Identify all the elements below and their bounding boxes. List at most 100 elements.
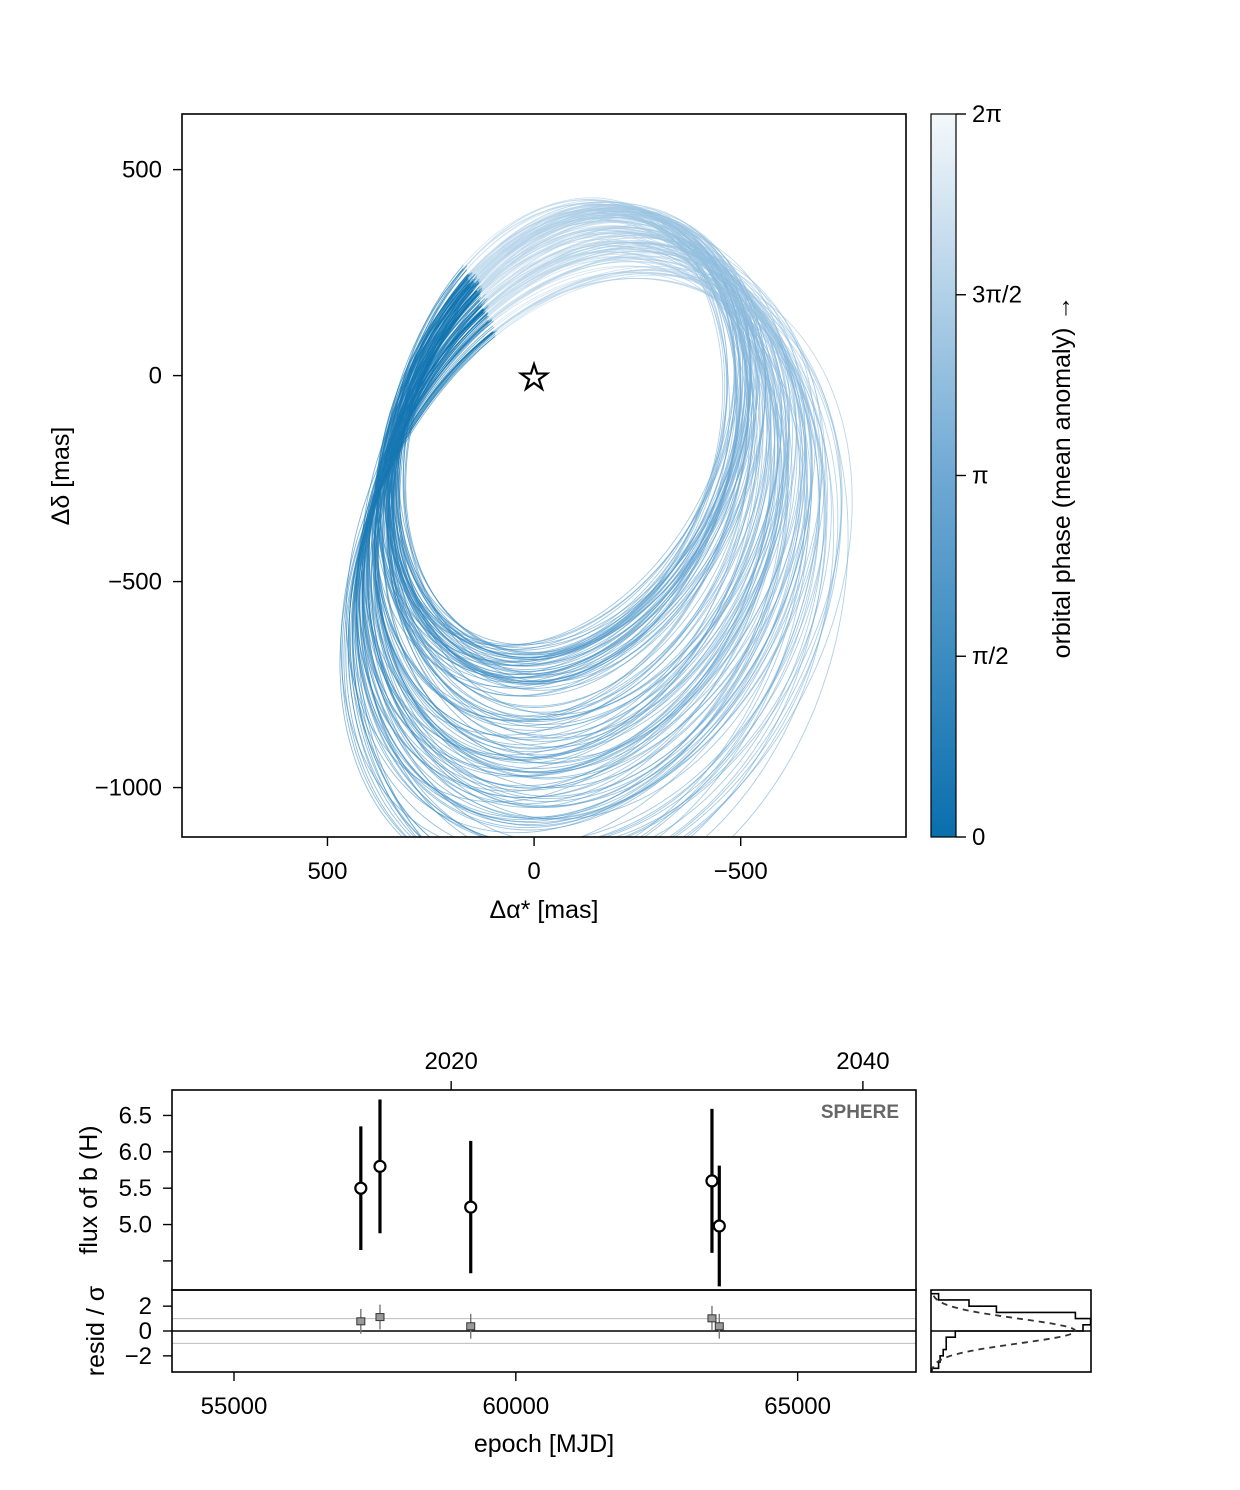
orbit-line (398, 463, 401, 502)
orbit-line (385, 663, 402, 705)
orbit-line (494, 643, 525, 647)
orbit-line (554, 807, 593, 820)
orbit-line (422, 737, 450, 767)
orbit-line (502, 227, 532, 250)
orbit-line (494, 652, 524, 659)
orbit-line (727, 543, 744, 589)
orbit-line (388, 378, 403, 417)
orbit-line (524, 820, 563, 826)
orbit-line (652, 542, 679, 574)
orbit-line (541, 236, 577, 249)
orbit-line (425, 361, 459, 403)
orbit-line (571, 220, 605, 229)
orbit-line (435, 710, 463, 730)
orbit-line (361, 673, 376, 716)
orbit-line (440, 658, 467, 674)
orbit-line (608, 259, 648, 263)
orbit-line (446, 622, 470, 642)
orbit-line (801, 416, 806, 464)
orbit-line (574, 763, 614, 785)
orbit-line (762, 583, 784, 629)
orbit-line (524, 740, 558, 746)
orbit-line (696, 693, 728, 730)
orbit-line (788, 515, 800, 565)
orbit-line (615, 728, 650, 749)
orbit-line (524, 689, 556, 696)
orbit-line (590, 709, 624, 730)
orbit-line (733, 537, 751, 578)
orbit-line (564, 778, 603, 794)
orbit-line (400, 435, 407, 479)
orbit-line (714, 609, 743, 649)
orbit-line (384, 697, 405, 735)
orbit-line (482, 814, 518, 822)
orbit-line (476, 263, 507, 291)
orbit-line (457, 304, 489, 339)
orbit-line (730, 504, 744, 547)
orbit-line (797, 518, 807, 573)
orbit-line (646, 783, 687, 812)
orbit-line (713, 586, 736, 629)
orbit-line (570, 626, 600, 642)
orbit-line (775, 560, 792, 609)
orbit-line (679, 519, 699, 555)
orbit-line (523, 823, 560, 827)
orbit-line (564, 734, 600, 748)
orbit-line (440, 710, 469, 728)
orbit-line (537, 224, 572, 238)
orbit-line (651, 788, 688, 816)
orbit-line (795, 626, 818, 676)
orbit-line (809, 347, 832, 388)
orbit-line (713, 535, 732, 576)
orbit-line (647, 607, 678, 636)
orbit-line (374, 715, 394, 753)
orbit-line (719, 504, 736, 548)
orbit-line (584, 774, 622, 793)
orbit-line (621, 620, 651, 648)
orbit-line (747, 672, 772, 718)
orbit-line (446, 674, 475, 689)
orbit-line (462, 728, 493, 742)
orbit-line (538, 690, 571, 697)
orbit-line (668, 534, 690, 570)
orbit-line (421, 706, 450, 724)
orbit-line (802, 571, 819, 621)
orbit-line (542, 225, 576, 242)
orbit-line (499, 647, 528, 654)
orbit-line (622, 578, 651, 605)
orbit-line (417, 825, 431, 837)
orbit-line (617, 646, 648, 668)
orbit-line (619, 678, 654, 700)
orbit-line (401, 703, 424, 739)
orbit-line (776, 437, 779, 487)
orbit-line (524, 262, 565, 285)
orbit-line (618, 872, 659, 891)
orbit-line (571, 221, 605, 226)
orbit-line (564, 269, 604, 282)
orbit-line (646, 206, 673, 220)
orbit-line (399, 349, 420, 392)
orbit-line (454, 804, 489, 820)
orbit-line (750, 611, 773, 657)
orbit-line (503, 694, 536, 697)
orbit-line (516, 827, 558, 834)
orbit-line (752, 449, 758, 497)
orbit-line (492, 299, 532, 327)
orbit-line (476, 248, 504, 276)
orbit-line (735, 543, 757, 584)
orbit-line (360, 635, 369, 681)
orbit-line (675, 515, 696, 551)
orbit-line (570, 843, 613, 854)
orbit-line (426, 829, 442, 837)
orbit-line (479, 685, 509, 695)
orbit-line (582, 695, 617, 717)
orbit-line (722, 414, 732, 454)
orbit-line (623, 741, 660, 763)
orbit-line (647, 619, 676, 647)
orbit-line (702, 642, 731, 682)
orbit-line (786, 348, 808, 386)
orbit-line (468, 706, 500, 716)
orbit-line (414, 632, 438, 653)
orbit-line (413, 643, 435, 673)
